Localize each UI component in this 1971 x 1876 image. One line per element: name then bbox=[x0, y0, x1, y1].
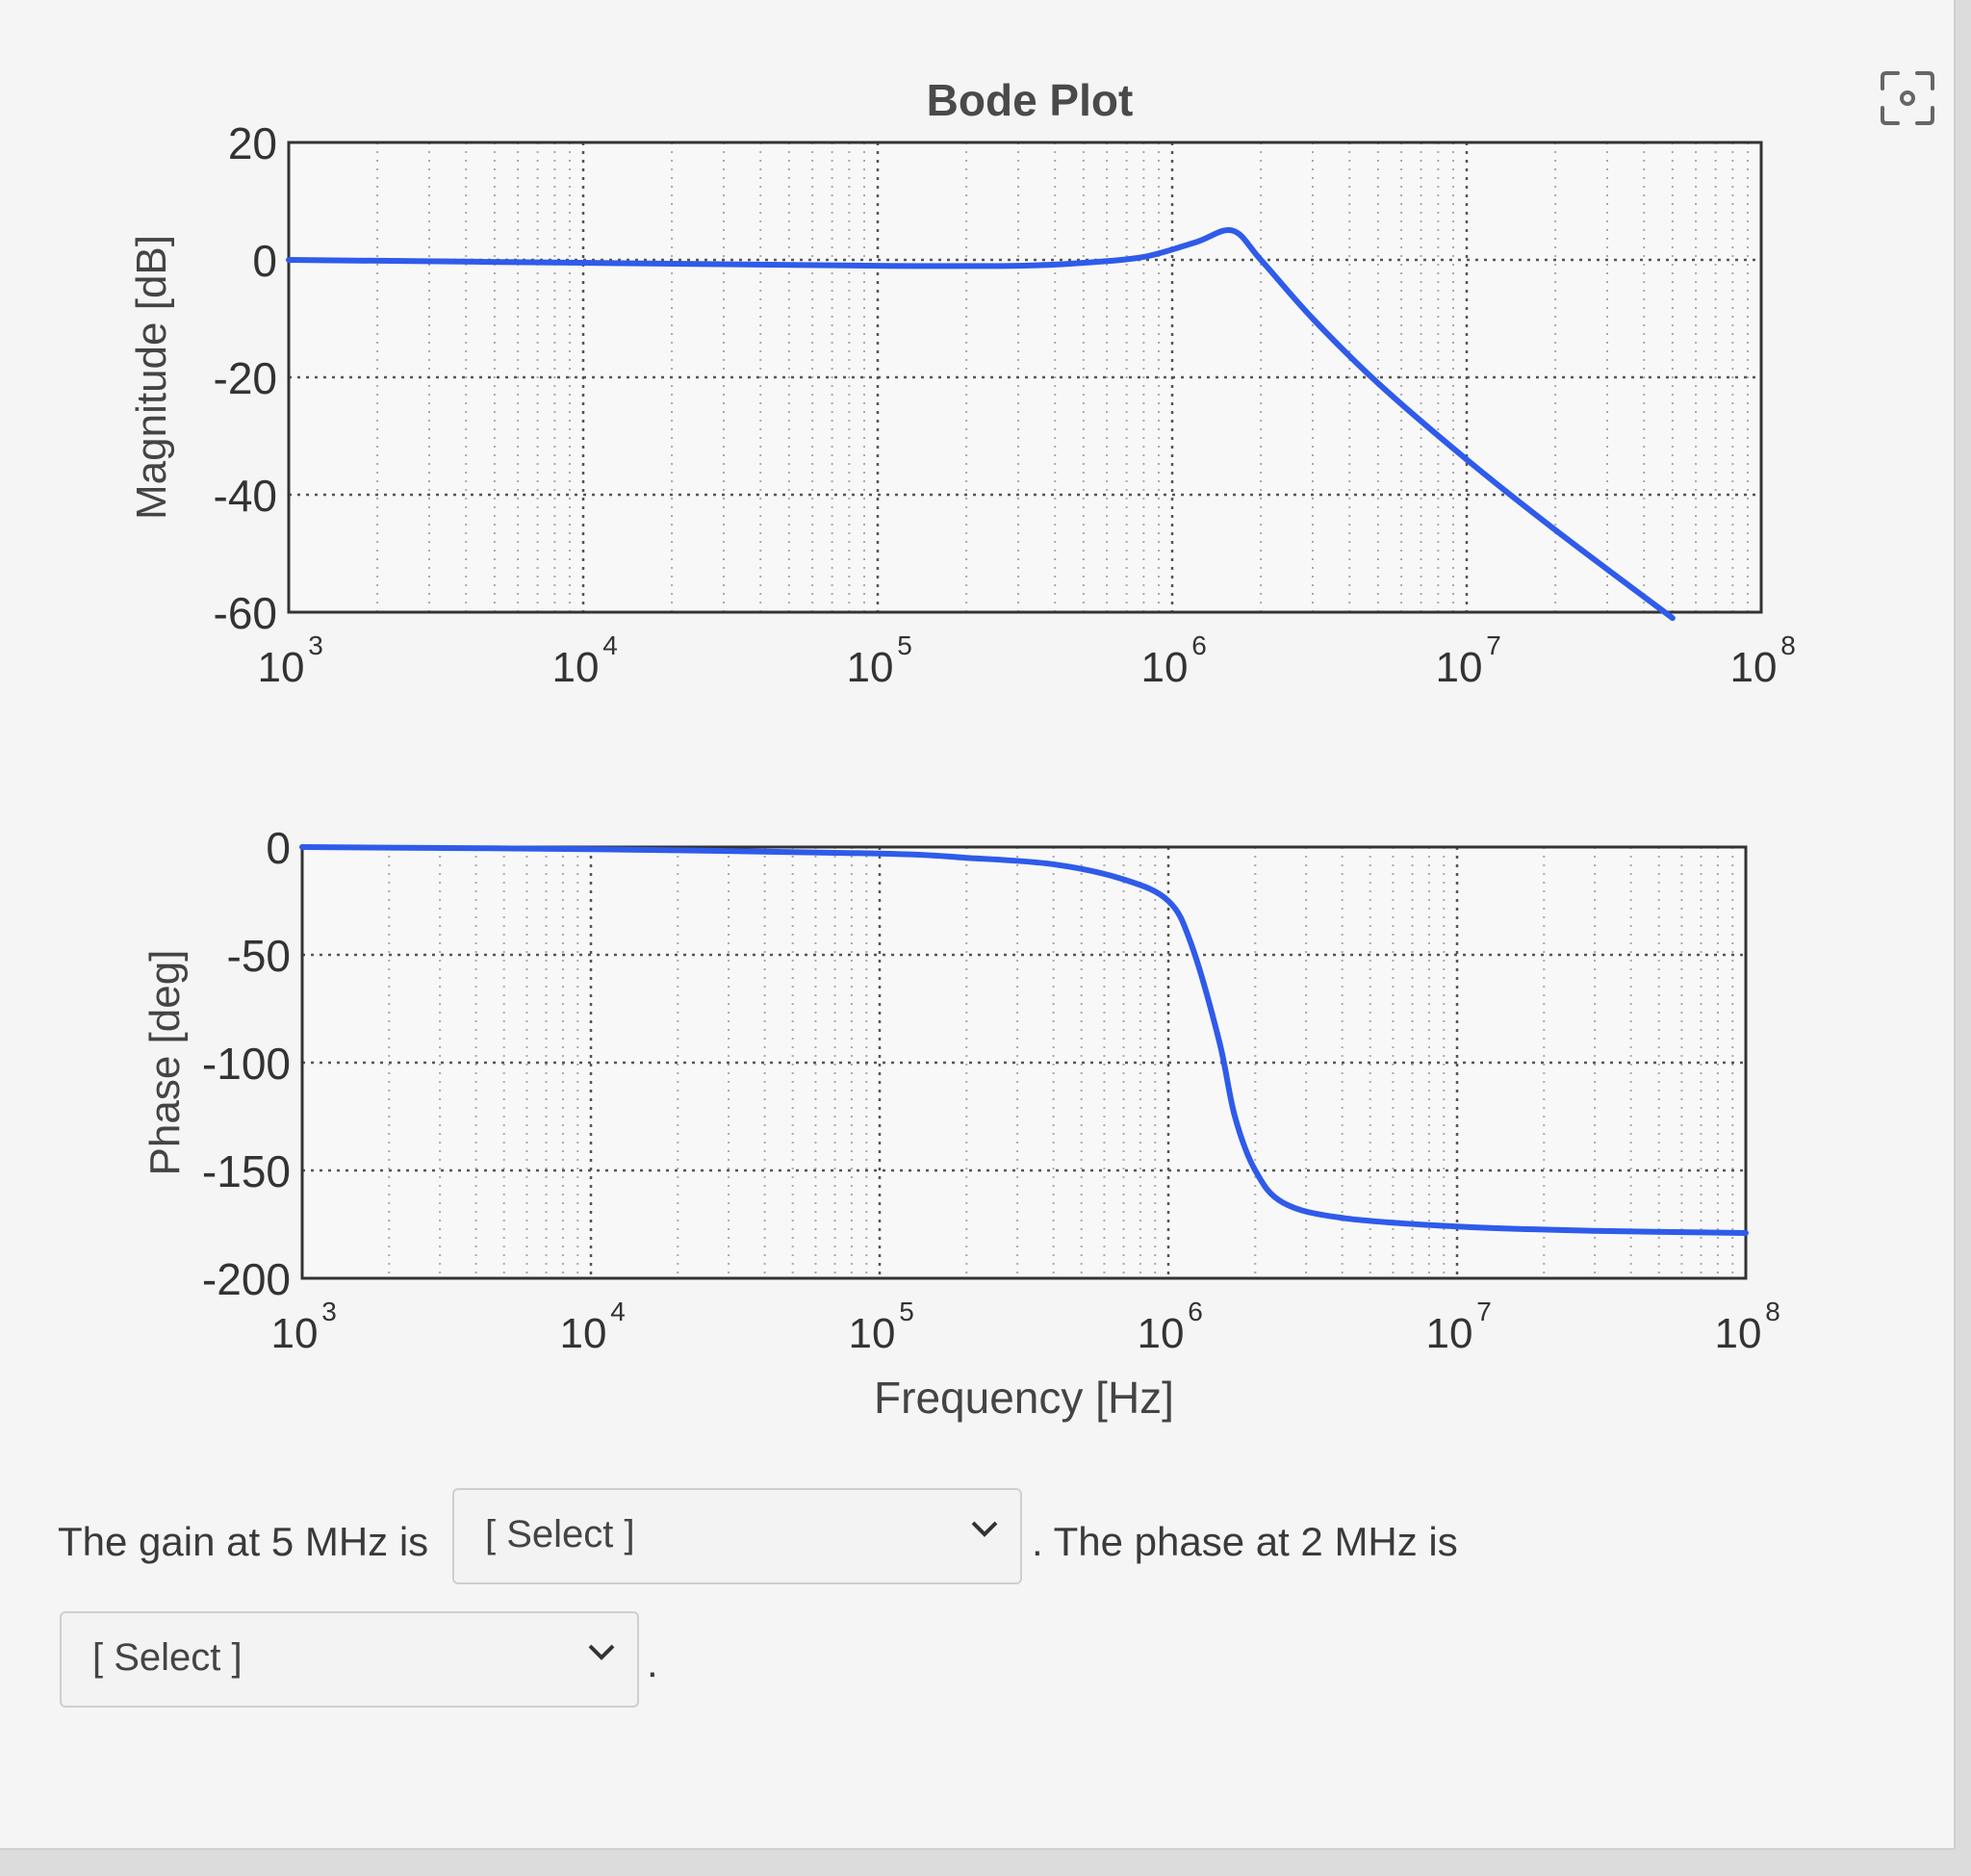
x-tick-base: 10 bbox=[849, 1310, 896, 1357]
axes-frame bbox=[300, 845, 1748, 1280]
chevron-down-icon bbox=[971, 1521, 998, 1537]
y-tick-label: -200 bbox=[202, 1254, 291, 1304]
x-tick-exponent: 6 bbox=[1188, 1297, 1203, 1326]
y-tick-label: 0 bbox=[266, 823, 291, 873]
y-tick-label: -20 bbox=[214, 353, 277, 403]
y-tick-label: -150 bbox=[202, 1146, 291, 1196]
x-tick-exponent: 8 bbox=[1780, 630, 1796, 660]
x-tick-exponent: 7 bbox=[1476, 1297, 1492, 1326]
x-tick-exponent: 3 bbox=[308, 630, 323, 660]
x-tick-base: 10 bbox=[1138, 1310, 1185, 1357]
x-tick-exponent: 5 bbox=[899, 1297, 914, 1326]
x-tick-base: 10 bbox=[271, 1310, 319, 1357]
question-text-phase: . The phase at 2 MHz is bbox=[1032, 1519, 1458, 1564]
x-tick-base: 10 bbox=[560, 1310, 607, 1357]
x-tick-base: 10 bbox=[847, 644, 894, 691]
y-tick-label: -60 bbox=[214, 588, 277, 638]
x-tick-exponent: 4 bbox=[602, 630, 618, 660]
chart-title: Bode Plot bbox=[927, 75, 1134, 125]
x-tick-base: 10 bbox=[1426, 1310, 1473, 1357]
x-tick-exponent: 3 bbox=[321, 1297, 337, 1326]
phase-select-value: [ Select ] bbox=[92, 1636, 243, 1679]
y-tick-label: 20 bbox=[228, 118, 277, 168]
expand-icon bbox=[1881, 71, 1934, 125]
x-tick-exponent: 8 bbox=[1765, 1297, 1780, 1326]
series-curve bbox=[286, 226, 1676, 622]
x-tick-base: 10 bbox=[1730, 644, 1778, 691]
y-axis-label: Phase [deg] bbox=[141, 950, 189, 1176]
chevron-down-icon bbox=[588, 1644, 615, 1660]
x-tick-exponent: 6 bbox=[1191, 630, 1207, 660]
y-axis-label: Magnitude [dB] bbox=[128, 235, 175, 520]
y-tick-label: -50 bbox=[227, 931, 291, 981]
x-tick-base: 10 bbox=[1436, 644, 1483, 691]
gain-select[interactable]: [ Select ] bbox=[452, 1488, 1022, 1584]
x-tick-base: 10 bbox=[1141, 644, 1189, 691]
question-card: Bode Plot 20 0 -20 -40 -60 10 3 10 4 10 5 10 6 10 7 10 8… bbox=[0, 0, 1956, 1850]
x-axis-label: Frequency [Hz] bbox=[874, 1373, 1174, 1423]
x-tick-exponent: 5 bbox=[897, 630, 912, 660]
expand-image-button[interactable] bbox=[1877, 67, 1938, 129]
x-tick-base: 10 bbox=[552, 644, 600, 691]
y-tick-label: 0 bbox=[252, 236, 277, 286]
question-text-gain: The gain at 5 MHz is bbox=[58, 1519, 429, 1564]
series-curve bbox=[299, 844, 1749, 1236]
x-tick-exponent: 4 bbox=[610, 1297, 626, 1326]
x-tick-base: 10 bbox=[1715, 1310, 1762, 1357]
y-tick-label: -40 bbox=[214, 471, 277, 521]
phase-select[interactable]: [ Select ] bbox=[60, 1611, 639, 1708]
y-tick-label: -100 bbox=[202, 1039, 291, 1089]
x-tick-base: 10 bbox=[258, 644, 305, 691]
x-tick-exponent: 7 bbox=[1486, 630, 1501, 660]
gain-select-value: [ Select ] bbox=[485, 1513, 635, 1555]
question-end-period: . bbox=[647, 1640, 658, 1685]
axes-frame bbox=[287, 141, 1763, 614]
